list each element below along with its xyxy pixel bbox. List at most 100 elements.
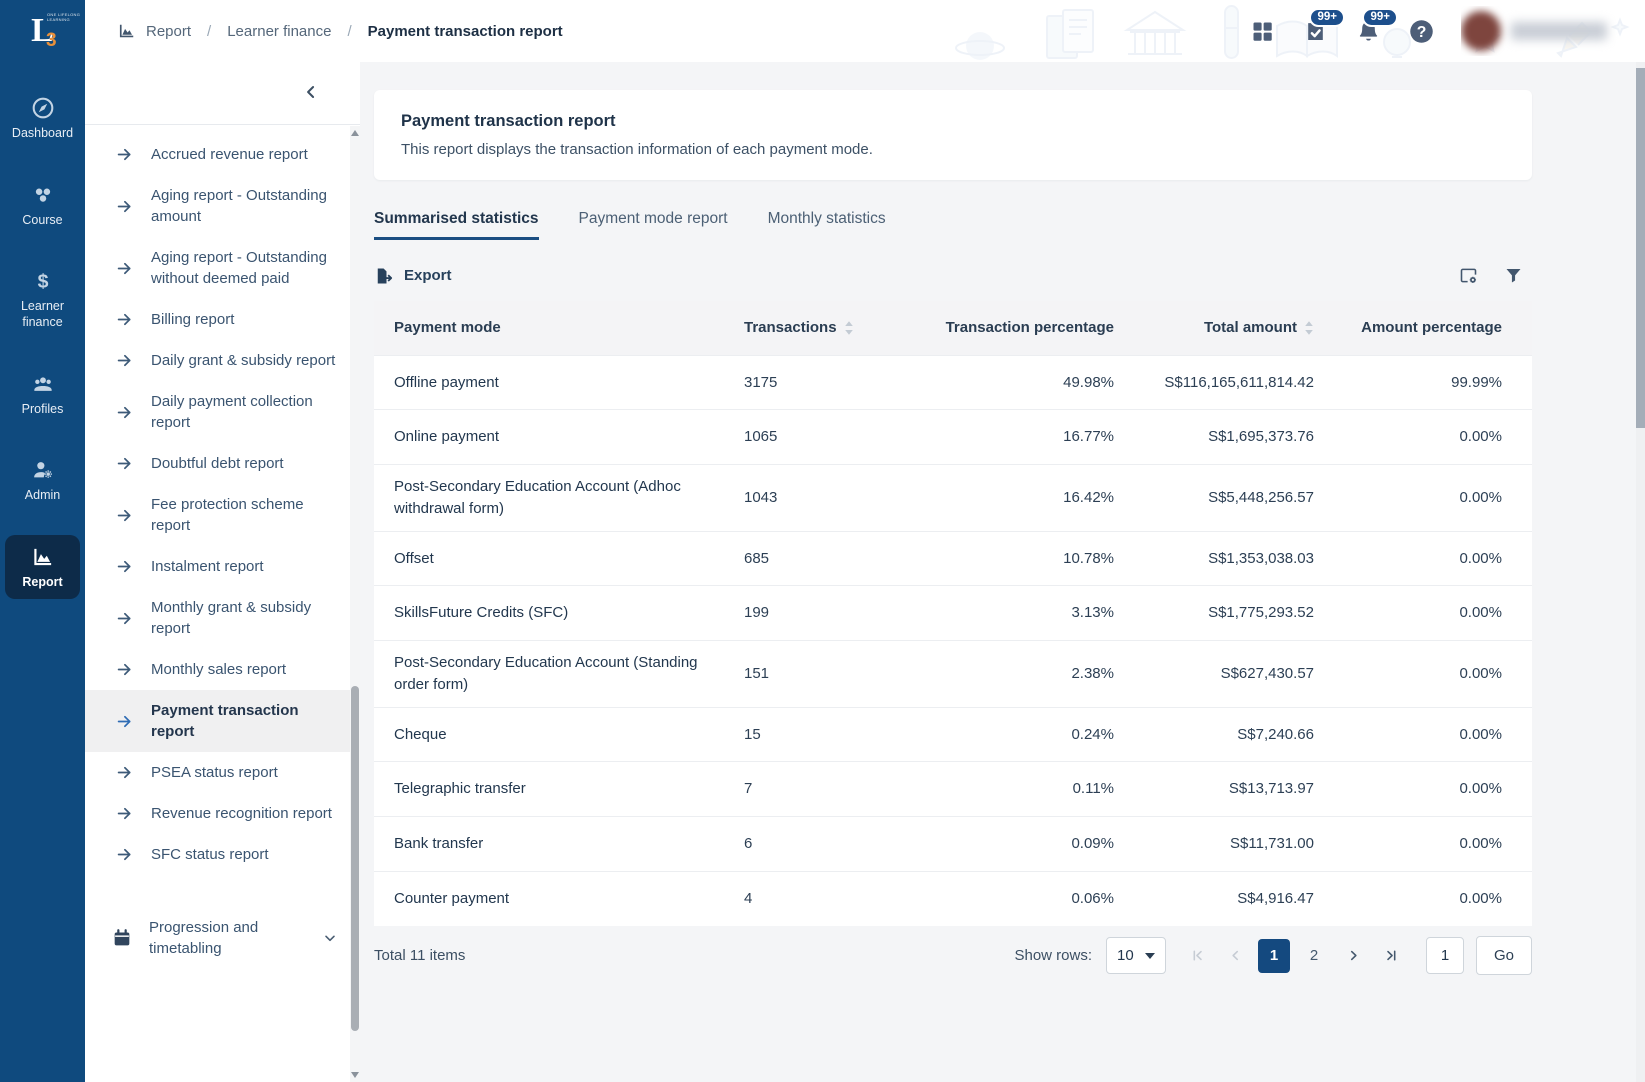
app-logo[interactable]: L 3 ONE LIFELONG LEARNING — [0, 0, 85, 62]
column-label: Transactions — [744, 319, 837, 337]
page-button-2[interactable]: 2 — [1309, 947, 1319, 964]
sort-icon[interactable] — [1304, 320, 1314, 336]
notifications-badge: 99+ — [1362, 7, 1398, 27]
user-menu[interactable] — [1461, 6, 1631, 56]
sidebar-item-daily-grant-subsidy-report[interactable]: Daily grant & subsidy report — [85, 340, 350, 381]
sidebar-item-fee-protection-scheme-report[interactable]: Fee protection scheme report — [85, 484, 350, 546]
last-page-button[interactable] — [1376, 939, 1406, 973]
sidebar-scrollbar-thumb[interactable] — [351, 686, 359, 1031]
help-icon[interactable]: ? — [1408, 18, 1435, 45]
scroll-up-arrow-icon[interactable] — [351, 130, 359, 136]
admin-icon — [30, 457, 56, 483]
breadcrumb: Report / Learner finance / Payment trans… — [117, 21, 563, 41]
sidebar-item-revenue-recognition-report[interactable]: Revenue recognition report — [85, 793, 350, 834]
scroll-down-arrow-icon[interactable] — [351, 1072, 359, 1078]
table-cell: 0.00% — [1316, 409, 1532, 465]
prev-page-button[interactable] — [1220, 939, 1250, 973]
sidebar-item-label: Payment transaction report — [151, 702, 299, 740]
table-row-cheque: Cheque 15 0.24% S$7,240.66 0.00% — [374, 706, 1532, 762]
breadcrumb-item-learner-finance[interactable]: Learner finance — [227, 23, 331, 40]
rows-per-page-select[interactable]: 10 — [1106, 937, 1166, 974]
tasks-icon[interactable]: 99+ — [1302, 7, 1345, 45]
breadcrumb-label: Report — [146, 22, 192, 40]
column-label: Amount percentage — [1361, 319, 1502, 337]
rail-item-profiles[interactable]: Profiles — [5, 362, 80, 427]
table-cell: 0.06% — [934, 870, 1120, 926]
table-cell: S$627,430.57 — [1120, 640, 1316, 707]
tab-summarised-statistics[interactable]: Summarised statistics — [374, 210, 539, 240]
sidebar-item-label: Doubtful debt report — [151, 455, 284, 472]
sidebar-item-aging-report-outstanding-without-deemed-paid[interactable]: Aging report - Outstanding without deeme… — [85, 237, 350, 299]
table-cell: 16.42% — [934, 464, 1120, 531]
column-header-transactions[interactable]: Transactions — [744, 301, 934, 355]
rail-item-admin[interactable]: Admin — [5, 448, 80, 513]
arrow-right-icon — [115, 145, 134, 164]
payment-mode-cell: Online payment — [374, 409, 744, 465]
sidebar-item-billing-report[interactable]: Billing report — [85, 299, 350, 340]
arrow-right-icon — [115, 259, 134, 278]
sidebar-item-sfc-status-report[interactable]: SFC status report — [85, 834, 350, 875]
sidebar-item-monthly-grant-subsidy-report[interactable]: Monthly grant & subsidy report — [85, 587, 350, 649]
payment-mode-cell: Counter payment — [374, 870, 744, 926]
sidebar-item-daily-payment-collection-report[interactable]: Daily payment collection report — [85, 381, 350, 443]
select-caret-icon — [1145, 952, 1155, 959]
sidebar-item-aging-report-outstanding-amount[interactable]: Aging report - Outstanding amount — [85, 175, 350, 237]
sidebar-item-psea-status-report[interactable]: PSEA status report — [85, 752, 350, 793]
apps-grid-icon[interactable] — [1249, 18, 1276, 45]
table-settings-icon[interactable] — [1458, 265, 1479, 286]
column-header-payment-mode: Payment mode — [374, 301, 744, 355]
profiles-icon — [30, 371, 56, 397]
sidebar-collapse-chevron-icon[interactable] — [301, 82, 321, 102]
table-row-offline-payment: Offline payment 3175 49.98% S$116,165,611,8… — [374, 354, 1532, 410]
sidebar-item-monthly-sales-report[interactable]: Monthly sales report — [85, 649, 350, 690]
column-label: Total amount — [1203, 319, 1297, 337]
go-button[interactable]: Go — [1476, 936, 1532, 975]
first-page-button[interactable] — [1182, 939, 1212, 973]
filter-icon[interactable] — [1503, 265, 1524, 286]
column-header-total-amount[interactable]: Total amount — [1120, 301, 1316, 355]
sidebar-item-instalment-report[interactable]: Instalment report — [85, 546, 350, 587]
payment-mode-cell: Bank transfer — [374, 816, 744, 872]
sidebar-header — [85, 62, 360, 125]
logo-accent: 3 — [46, 30, 57, 51]
rail-item-dashboard[interactable]: Dashboard — [5, 86, 80, 151]
sidebar-item-label: Fee protection scheme report — [151, 496, 304, 534]
table-cell: 2.38% — [934, 640, 1120, 707]
nav-rail: L 3 ONE LIFELONG LEARNING Dashboard Cours… — [0, 0, 85, 1082]
tasks-badge: 99+ — [1309, 7, 1345, 27]
page-button-1[interactable]: 1 — [1258, 938, 1290, 973]
rail-item-learner-finance[interactable]: $ Learner finance — [5, 259, 80, 339]
table-cell: S$1,695,373.76 — [1120, 409, 1316, 465]
show-rows-label: Show rows: — [1014, 947, 1092, 964]
table-row-skillsfuture-credits-sfc: SkillsFuture Credits (SFC) 199 3.13% S$1,77… — [374, 585, 1532, 641]
sort-icon[interactable] — [844, 320, 854, 336]
tab-monthly-statistics[interactable]: Monthly statistics — [767, 210, 886, 227]
arrow-right-icon — [115, 351, 134, 370]
rail-item-report[interactable]: Report — [5, 534, 80, 600]
goto-page-input[interactable] — [1426, 937, 1464, 974]
report-list: Accrued revenue report Aging report - Out… — [85, 126, 350, 1082]
report-tabs: Summarised statistics Payment mode report… — [374, 210, 1532, 240]
export-button[interactable]: Export — [374, 266, 452, 286]
rail-item-label: Report — [22, 574, 63, 589]
report-chart-icon — [117, 21, 137, 41]
next-page-button[interactable] — [1338, 939, 1368, 973]
payment-mode-cell: Post-Secondary Education Account (Adhoc … — [374, 464, 744, 531]
notifications-bell-icon[interactable]: 99+ — [1355, 7, 1398, 45]
breadcrumb-item-current: Payment transaction report — [368, 23, 563, 40]
rail-item-course[interactable]: Course — [5, 173, 80, 238]
compass-icon — [30, 95, 56, 121]
sidebar-item-doubtful-debt-report[interactable]: Doubtful debt report — [85, 443, 350, 484]
breadcrumb-item-report[interactable]: Report — [117, 21, 191, 41]
sidebar-item-label: Instalment report — [151, 558, 264, 575]
column-label: Payment mode — [394, 319, 501, 337]
sidebar-section-progression-and-timetabling[interactable]: Progression and timetabling — [85, 907, 350, 969]
table-cell: 10.78% — [934, 530, 1120, 586]
sidebar-item-accrued-revenue-report[interactable]: Accrued revenue report — [85, 134, 350, 175]
table-cell: 0.00% — [1316, 530, 1532, 586]
table-cell: S$5,448,256.57 — [1120, 464, 1316, 531]
sidebar-item-payment-transaction-report[interactable]: Payment transaction report — [85, 690, 350, 752]
breadcrumb-separator: / — [207, 22, 212, 40]
page-scrollbar-thumb[interactable] — [1636, 68, 1645, 428]
tab-payment-mode-report[interactable]: Payment mode report — [578, 210, 728, 227]
